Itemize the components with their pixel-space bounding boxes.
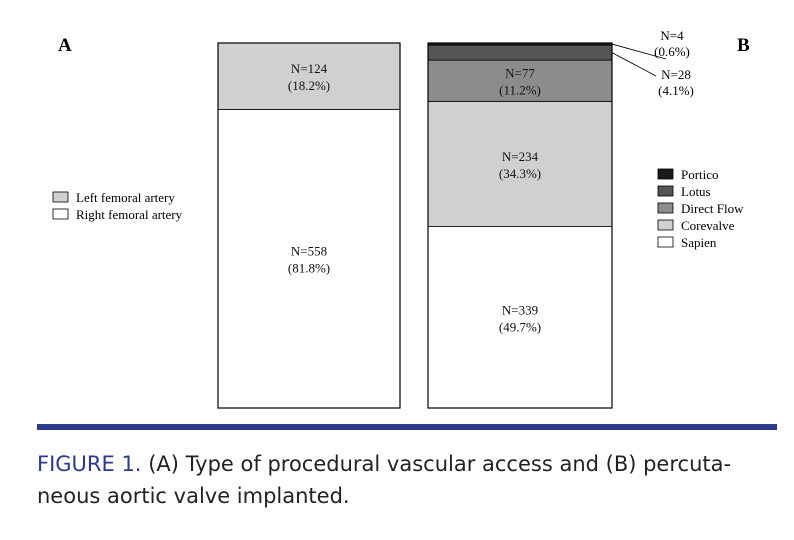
legend-label-sapien: Sapien [681, 235, 717, 250]
legend-swatch-portico [657, 168, 674, 180]
panel-label-b: B [737, 35, 750, 56]
leader-line-lotus [611, 52, 657, 77]
legend-label-left-femoral-artery: Left femoral artery [76, 190, 175, 205]
data-label-n-left-femoral-artery: N=124 [291, 61, 328, 76]
legend-swatch-left-femoral-artery [52, 191, 69, 203]
leader-line-portico [611, 43, 667, 60]
data-label-pct-sapien: (49.7%) [499, 319, 541, 334]
legend-label-lotus: Lotus [681, 184, 711, 199]
bar-outline [427, 42, 613, 409]
data-label-n-right-femoral-artery: N=558 [291, 244, 327, 259]
bar-segment-right-femoral-artery [217, 108, 401, 409]
legend-swatch-corevalve [657, 219, 674, 231]
figure-caption: FIGURE 1. (A) Type of procedural vascula… [37, 448, 777, 512]
legend-swatch-lotus [657, 185, 674, 197]
caption-label: FIGURE 1. [37, 452, 142, 476]
caption-divider [37, 424, 777, 430]
data-label-pct-portico: (0.6%) [654, 44, 690, 59]
data-label-n-sapien: N=339 [502, 302, 538, 317]
legend-label-portico: Portico [681, 167, 719, 182]
data-label-pct-direct-flow: (11.2%) [499, 83, 541, 98]
legend-swatch-direct-flow [657, 202, 674, 214]
data-label-pct-corevalve: (34.3%) [499, 166, 541, 181]
data-label-pct-lotus: (4.1%) [658, 83, 694, 98]
bar-segment-left-femoral-artery [217, 42, 401, 110]
legend-swatch-sapien [657, 236, 674, 248]
data-label-n-portico: N=4 [660, 28, 684, 43]
bar-outline [217, 42, 401, 409]
panel-label-a: A [58, 35, 72, 56]
legend-label-corevalve: Corevalve [681, 218, 735, 233]
data-label-n-direct-flow: N=77 [505, 66, 535, 81]
legend-label-direct-flow: Direct Flow [681, 201, 744, 216]
legend-swatch-right-femoral-artery [52, 208, 69, 220]
caption-text: (A) Type of procedural vascular access a… [37, 452, 732, 508]
legend-label-right-femoral-artery: Right femoral artery [76, 207, 183, 222]
figure-chart: N=558 (81.8%) N=124 (18.2%) A Left femoral ar… [52, 28, 750, 409]
bar-segment-lotus [427, 44, 613, 61]
data-label-n-lotus: N=28 [661, 67, 691, 82]
data-label-pct-right-femoral-artery: (81.8%) [288, 261, 330, 276]
data-label-n-corevalve: N=234 [502, 149, 539, 164]
data-label-pct-left-femoral-artery: (18.2%) [288, 78, 330, 93]
